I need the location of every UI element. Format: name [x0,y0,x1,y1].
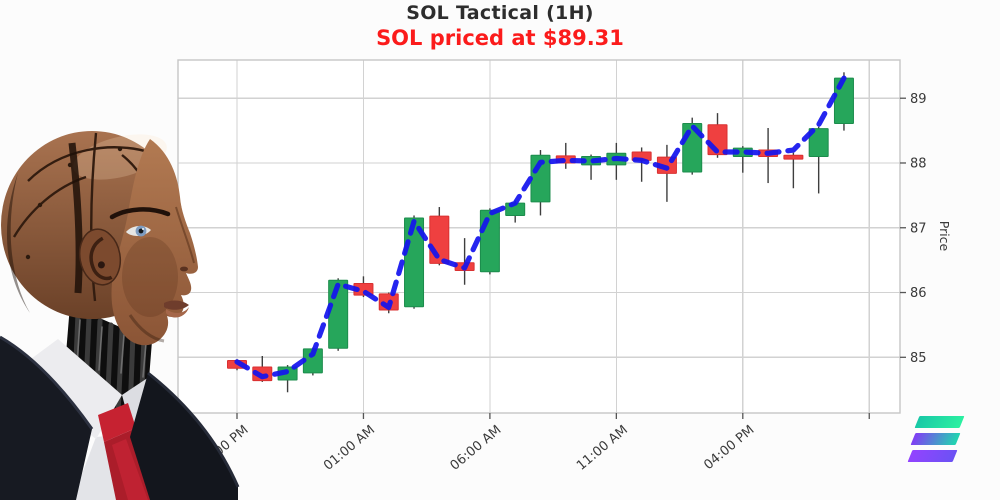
robot-head [1,131,198,346]
price-callout: SOL priced at $89.31 [376,26,624,50]
robot-face [111,139,198,346]
svg-text:01:00 AM: 01:00 AM [321,423,378,474]
robot-collar-left [12,339,122,439]
svg-text:06:00 AM: 06:00 AM [448,423,505,474]
robot-avatar-image [0,131,240,500]
solana-logo-bar-top [914,416,965,428]
robot-ear [78,228,122,286]
svg-text:89: 89 [910,92,927,107]
svg-text:11:00 AM: 11:00 AM [574,423,631,474]
svg-text:Price: Price [937,221,952,252]
svg-text:88: 88 [910,157,927,172]
solana-logo-bar-bottom [907,450,958,462]
svg-text:86: 86 [910,286,927,301]
svg-text:85: 85 [910,351,927,366]
chart-title: SOL Tactical (1H) [406,2,594,24]
svg-text:04:00 PM: 04:00 PM [701,423,757,473]
svg-text:87: 87 [910,221,927,236]
robot-eyebrow [109,207,171,220]
solana-logo-bar-middle [910,433,961,445]
robot-lips [164,300,189,310]
solana-logo [907,416,968,466]
robot-jacket [0,335,240,500]
